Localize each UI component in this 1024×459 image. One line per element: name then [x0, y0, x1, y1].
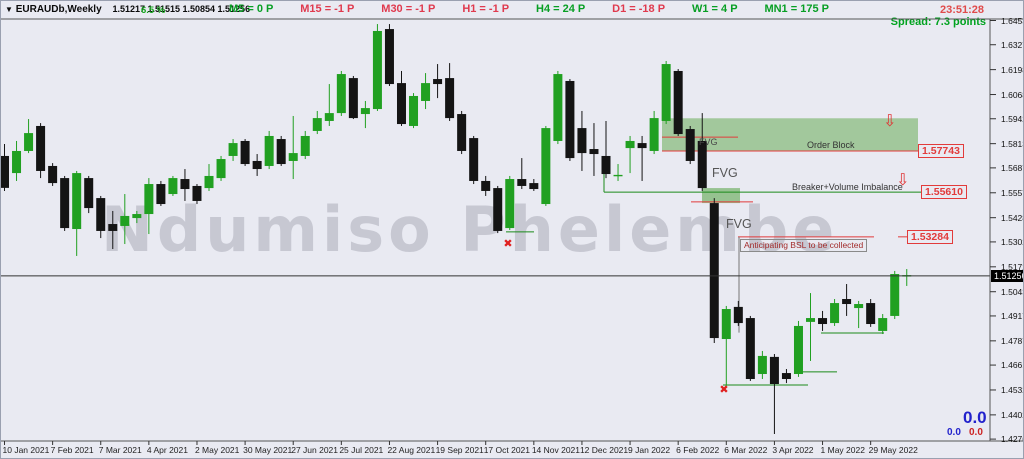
x-axis-date-label: 27 Jun 2021 — [291, 445, 339, 455]
symbol-dropdown-icon[interactable]: ▼ — [5, 5, 13, 14]
bid-price-tag: 1.51256 — [991, 269, 1023, 282]
y-axis-tick-label: 1.42765 — [1001, 434, 1023, 445]
y-axis-tick-label: 1.44025 — [1001, 409, 1023, 420]
x-axis-date-label: 12 Dec 2021 — [579, 445, 629, 455]
timeframe-pips: M15 = -1 P — [300, 3, 355, 15]
symbol-quote-bar: ▼ EURAUDb,Weekly 1.51217 1.51515 1.50854… — [5, 4, 250, 15]
y-axis-tick-label: 1.60685 — [1001, 89, 1023, 100]
percent-overlay: 6.5 % — [141, 5, 166, 16]
x-axis-date-label: 3 Apr 2022 — [772, 445, 814, 455]
x-axis-date-label: 19 Sep 2021 — [435, 445, 484, 455]
y-axis-tick-label: 1.64535 — [1001, 15, 1023, 26]
timeframe-pips: M30 = -1 P — [381, 3, 436, 15]
x-axis-date-label: 2 May 2021 — [194, 445, 240, 455]
y-axis-tick-label: 1.59425 — [1001, 113, 1023, 124]
y-axis-tick-label: 1.58130 — [1001, 138, 1023, 149]
price-level-tag[interactable]: 1.55610 — [921, 185, 967, 200]
y-axis-tick-label: 1.46615 — [1001, 360, 1023, 371]
timeframe-pip-bar: M5 = 0 P M15 = -1 P M30 = -1 P H1 = -1 P H4 … — [229, 3, 829, 15]
x-axis-date-label: 9 Jan 2022 — [628, 445, 671, 455]
timeframe-pips: W1 = 4 P — [691, 3, 738, 15]
timeframe-pips: H1 = -1 P — [462, 3, 510, 15]
x-axis-date-label: 7 Feb 2021 — [50, 445, 94, 455]
y-axis-tick-label: 1.50430 — [1001, 286, 1023, 297]
x-axis-date-label: 17 Oct 2021 — [483, 445, 530, 455]
indicator-value-blue: 0.0 — [947, 427, 961, 438]
y-axis-tick-label: 1.56870 — [1001, 162, 1023, 173]
x-axis-date-label: 1 May 2022 — [820, 445, 865, 455]
y-axis-tick-label: 1.53020 — [1001, 236, 1023, 247]
candles-layer[interactable] — [1, 24, 912, 435]
y-axis-tick-label: 1.51725 — [1001, 261, 1023, 272]
cross-mark-icon: ✖ — [719, 383, 728, 396]
y-axis-tick-label: 1.55575 — [1001, 187, 1023, 198]
x-axis-date-label: 6 Mar 2022 — [724, 445, 768, 455]
down-arrow-icon[interactable]: ⇩ — [883, 111, 897, 130]
y-axis-tick-label: 1.54280 — [1001, 212, 1023, 223]
symbol-title: EURAUDb,Weekly — [15, 4, 102, 15]
fvg-label-2[interactable]: FVG — [712, 166, 738, 180]
cross-mark-icon: ✖ — [503, 237, 512, 250]
timeframe-pips: M5 = 0 P — [229, 3, 274, 15]
breaker-fvg-zone[interactable] — [702, 188, 740, 204]
y-axis-tick-label: 1.61980 — [1001, 64, 1023, 75]
timeframe-pips: H4 = 24 P — [536, 3, 586, 15]
fvg-label-3[interactable]: FVG — [726, 217, 752, 231]
bsl-annotation-box[interactable]: Anticipating BSL to be collected — [740, 239, 868, 252]
timeframe-pips: MN1 = 175 P — [764, 3, 829, 15]
ohlc-quote: 1.51217 1.51515 1.50854 1.51256 — [112, 4, 251, 14]
order-block-label[interactable]: Order Block — [807, 140, 855, 150]
clock: 23:51:28 — [939, 4, 984, 16]
x-axis-date-label: 10 Jan 2021 — [2, 445, 50, 455]
indicator-value-red: 0.0 — [969, 427, 983, 438]
x-axis-date-label: 6 Feb 2022 — [676, 445, 720, 455]
timeframe-pips: D1 = -18 P — [612, 3, 666, 15]
x-axis-date-label: 25 Jul 2021 — [339, 445, 384, 455]
price-level-tag[interactable]: 1.57743 — [918, 144, 964, 159]
y-axis-tick-label: 1.49170 — [1001, 310, 1023, 321]
y-axis-tick-label: 1.47875 — [1001, 335, 1023, 346]
y-axis-tick-label: 1.45320 — [1001, 384, 1023, 395]
indicator-value-large: 0.0 — [963, 408, 987, 427]
down-arrow-icon[interactable]: ⇩ — [896, 170, 910, 189]
x-axis-date-label: 29 May 2022 — [868, 445, 918, 455]
breaker-label[interactable]: Breaker+Volume Imbalance — [792, 182, 903, 192]
x-axis-date-label: 4 Apr 2021 — [146, 445, 188, 455]
x-axis-date-label: 30 May 2021 — [243, 445, 293, 455]
y-axis-tick-label: 1.63275 — [1001, 39, 1023, 50]
x-axis-date-label: 22 Aug 2021 — [387, 445, 436, 455]
price-level-tag[interactable]: 1.53284 — [907, 229, 953, 244]
x-axis-date-label: 14 Nov 2021 — [531, 445, 581, 455]
x-axis-date-label: 7 Mar 2021 — [98, 445, 142, 455]
fvg-label-1[interactable]: FVG — [699, 137, 718, 147]
